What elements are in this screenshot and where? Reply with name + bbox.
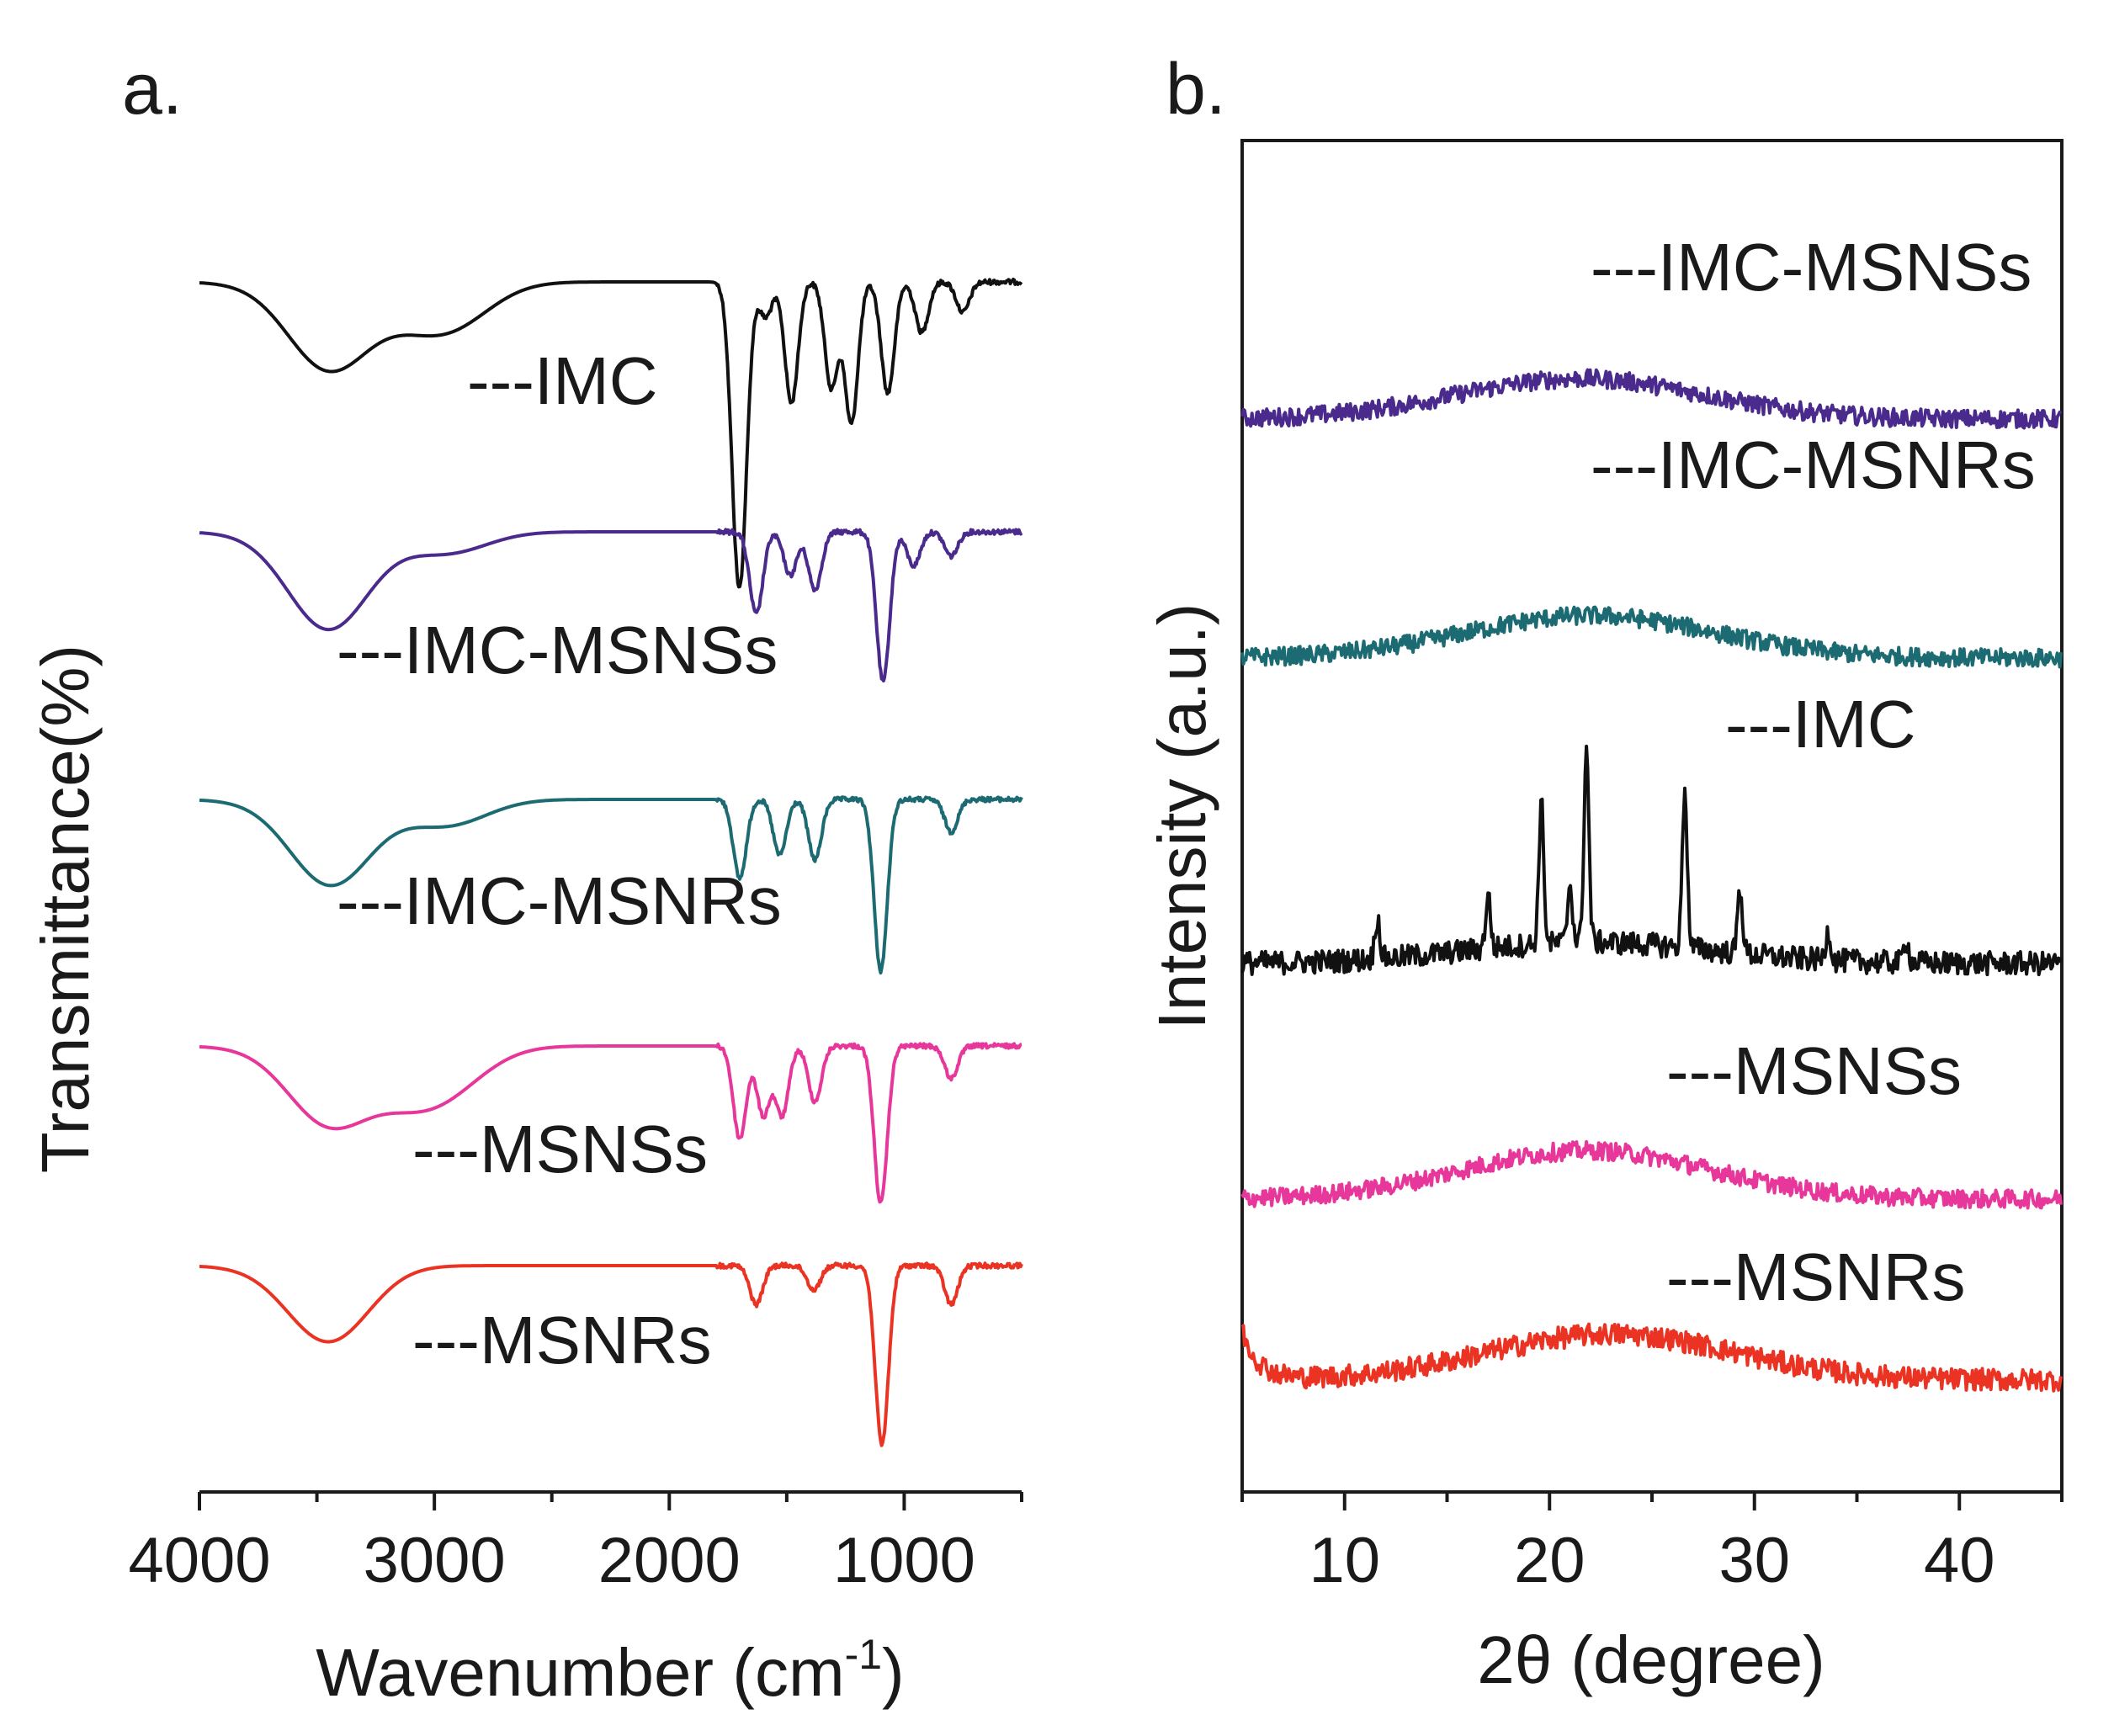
panel-a-x-axis-label: Wavenumber (cm-1) (316, 1631, 904, 1710)
ftir-curve-2 (199, 528, 1023, 682)
panel-a: a. ---IMC ---IMC-MSNSs ---IMC-MSNRs ---MSNS… (28, 49, 1023, 1710)
xrd-series-label-3: ---IMC (1725, 687, 1916, 762)
ftir-x-tick-label: 1000 (833, 1525, 975, 1596)
xrd-series-label-4: ---MSNSs (1666, 1033, 1962, 1108)
ftir-series-label-1: ---IMC (467, 343, 658, 418)
ftir-curve-1 (199, 278, 1023, 589)
ftir-series-label-3: ---IMC-MSNRs (337, 863, 782, 938)
ftir-curve-3 (199, 795, 1023, 975)
ftir-x-tick-label: 2000 (598, 1525, 741, 1596)
ftir-curve-5 (199, 1261, 1023, 1447)
ftir-curve-4 (199, 1042, 1022, 1204)
panel-b-curves (1240, 368, 2063, 1393)
xrd-x-tick-label: 40 (1924, 1525, 1995, 1596)
panel-a-x-ticks: 4000 3000 2000 1000 (128, 1492, 1023, 1596)
ftir-series-label-2: ---IMC-MSNSs (337, 613, 778, 687)
panel-b-y-axis-label: Intensity (a.u.) (1145, 603, 1219, 1030)
xrd-curve-2 (1240, 605, 2063, 669)
panel-a-curves (199, 278, 1023, 1447)
panel-b-series-labels: ---IMC-MSNSs ---IMC-MSNRs ---IMC ---MSNSs --… (1591, 230, 2036, 1314)
panel-a-y-axis-label: Transmittance(%) (28, 645, 103, 1173)
ftir-series-label-4: ---MSNSs (412, 1112, 708, 1187)
panel-a-letter: a. (122, 49, 183, 130)
xrd-x-tick-label: 20 (1514, 1525, 1586, 1596)
panel-b: b. ---IMC-MSNSs ---IMC-MSNRs ---IMC ---MSNS… (1145, 49, 2064, 1697)
xrd-curve-4 (1240, 1139, 2063, 1210)
panel-b-x-ticks: 10 20 30 40 (1240, 1492, 2064, 1596)
xrd-curve-5 (1240, 1322, 2063, 1393)
xrd-series-label-2: ---IMC-MSNRs (1591, 427, 2036, 502)
xrd-series-label-5: ---MSNRs (1666, 1240, 1965, 1314)
ftir-x-tick-label: 3000 (364, 1525, 506, 1596)
xrd-x-tick-label: 30 (1718, 1525, 1790, 1596)
ftir-series-label-5: ---MSNRs (412, 1303, 711, 1378)
ftir-x-tick-label: 4000 (128, 1525, 270, 1596)
panel-a-series-labels: ---IMC ---IMC-MSNSs ---IMC-MSNRs ---MSNSs --… (337, 343, 782, 1378)
panel-b-x-axis-label: 2θ (degree) (1477, 1622, 1825, 1697)
xrd-curve-3 (1240, 744, 2063, 977)
panel-b-letter: b. (1166, 49, 1226, 130)
xrd-x-tick-label: 10 (1309, 1525, 1380, 1596)
xrd-curve-1 (1240, 368, 2063, 430)
xrd-series-label-1: ---IMC-MSNSs (1591, 230, 2032, 305)
